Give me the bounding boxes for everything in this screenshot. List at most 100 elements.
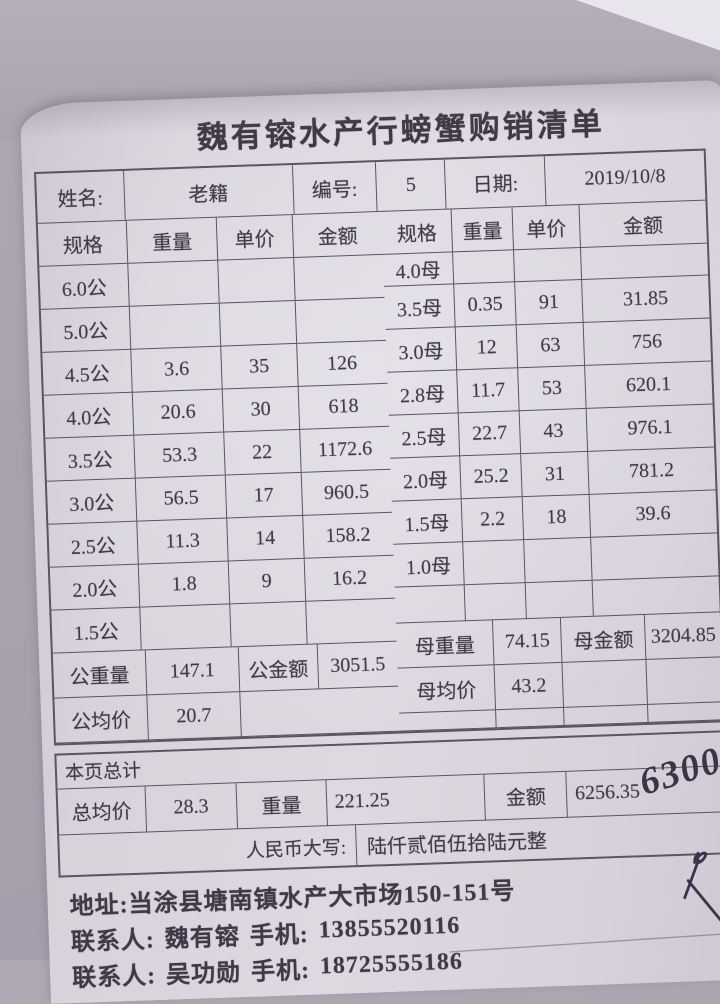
spec-cell: 1.5公 <box>51 607 143 654</box>
weight-cell: 22.7 <box>458 411 522 457</box>
empty-cell <box>526 580 594 620</box>
weight-cell: 1.8 <box>139 561 231 608</box>
female-avg-value: 43.2 <box>494 662 565 711</box>
male-avg-label: 公均价 <box>54 695 149 744</box>
empty-cell <box>562 659 649 708</box>
spec-cell: 4.5公 <box>42 349 134 396</box>
amount-cell <box>590 533 719 581</box>
contact-block: 地址:当涂县塘南镇水产大市场150-151号 联系人: 魏有镕 手机: 1385… <box>69 861 720 993</box>
spec-header: 规格 <box>37 220 129 267</box>
spec-header: 规格 <box>381 209 453 255</box>
spec-cell: 2.5母 <box>388 413 461 459</box>
price-cell <box>514 247 582 283</box>
price-cell: 91 <box>515 279 584 326</box>
spec-cell: 2.8母 <box>387 370 459 416</box>
price-cell: 35 <box>221 343 299 390</box>
empty-cell <box>496 707 565 729</box>
weight-cell: 56.5 <box>136 475 228 522</box>
amount-header: 金额 <box>292 211 384 258</box>
spec-cell: 3.5母 <box>384 284 456 330</box>
table-body: 规格 重量 单价 金额 6.0公 5.0公 4.5公 3.6 35 126 4.0公 20.6… <box>37 200 720 744</box>
amount-cell: 620.1 <box>584 361 713 409</box>
female-weight-label: 母重量 <box>395 620 495 669</box>
contact-label: 联系人: <box>70 926 156 956</box>
empty-cell <box>592 576 720 617</box>
weight-cell: 20.6 <box>133 389 225 436</box>
price-cell <box>218 257 296 304</box>
weight-cell <box>140 604 232 651</box>
weight-cell <box>452 250 516 285</box>
page-totals-table: 本页总计 总均价 28.3 重量 221.25 金额 6256.35 人民币大写… <box>54 730 720 878</box>
amount-cell: 16.2 <box>304 555 396 602</box>
empty-cell <box>394 585 466 624</box>
price-cell: 22 <box>224 429 302 476</box>
phone-label: 手机: <box>249 921 310 950</box>
male-table: 规格 重量 单价 金额 6.0公 5.0公 4.5公 3.6 35 126 4.0公 20.6… <box>37 211 400 744</box>
male-weight-label: 公重量 <box>52 650 148 699</box>
date-value: 2019/10/8 <box>544 150 706 207</box>
total-weight-value: 221.25 <box>325 774 487 827</box>
weight-cell <box>128 260 220 307</box>
male-weight-total: 147.1 <box>145 647 241 696</box>
phone-number: 18725555186 <box>319 948 464 980</box>
spec-cell: 3.5公 <box>45 435 137 482</box>
weight-cell: 2.2 <box>461 497 525 543</box>
total-avg-label: 总均价 <box>57 786 147 836</box>
name-value: 老籍 <box>123 164 295 221</box>
price-cell <box>524 537 593 584</box>
amount-cell: 1172.6 <box>299 426 391 473</box>
price-header: 单价 <box>513 205 581 251</box>
price-cell: 63 <box>517 322 585 369</box>
contact-name: 魏有镕 <box>164 923 241 953</box>
weight-header: 重量 <box>451 207 515 253</box>
amount-cell: 39.6 <box>589 490 717 538</box>
female-amount-total: 3204.85 <box>645 612 720 660</box>
weight-cell: 25.2 <box>460 454 524 500</box>
amount-cell <box>293 254 385 301</box>
amount-cell <box>580 243 708 280</box>
weight-cell: 3.6 <box>131 346 223 393</box>
male-avg-value: 20.7 <box>147 692 242 741</box>
amount-cell: 960.5 <box>301 469 393 516</box>
amount-cell: 756 <box>583 318 711 366</box>
total-amount-value: 6256.35 <box>566 766 720 818</box>
amount-cell: 126 <box>296 340 388 387</box>
weight-cell: 0.35 <box>454 282 518 328</box>
total-avg-value: 28.3 <box>145 783 239 833</box>
date-label: 日期: <box>445 156 547 210</box>
amount-cell: 781.2 <box>587 447 716 495</box>
male-amount-total: 3051.5 <box>317 641 399 690</box>
paper-sheet: 魏有镕水产行螃蟹购销清单 姓名: 老籍 编号: 5 日期: 2019/10/8 … <box>19 79 720 1004</box>
weight-header: 重量 <box>127 217 219 264</box>
price-header: 单价 <box>216 215 294 261</box>
empty-cell <box>399 710 497 732</box>
weight-cell <box>463 540 527 586</box>
main-table: 姓名: 老籍 编号: 5 日期: 2019/10/8 规格 重量 单价 金额 6… <box>34 148 720 746</box>
female-amount-label: 母金额 <box>561 614 647 663</box>
amount-cell: 31.85 <box>581 275 710 323</box>
spec-cell: 2.5公 <box>48 521 140 568</box>
spec-cell: 5.0公 <box>40 306 132 353</box>
empty-cell <box>648 702 720 723</box>
weight-cell: 53.3 <box>134 432 226 479</box>
weight-cell: 12 <box>455 325 519 371</box>
price-cell <box>219 300 297 347</box>
price-cell: 43 <box>520 408 588 455</box>
amount-cell <box>305 598 397 645</box>
price-cell: 14 <box>227 515 305 562</box>
amount-cell: 976.1 <box>586 404 714 452</box>
phone-number: 13855520116 <box>318 912 461 944</box>
spec-cell: 4.0公 <box>43 392 135 439</box>
price-cell: 30 <box>222 386 300 433</box>
spec-cell: 4.0母 <box>383 252 455 287</box>
empty-cell <box>564 704 650 726</box>
amount-cell <box>295 297 387 344</box>
weight-cell <box>130 303 222 350</box>
empty-cell <box>240 686 400 738</box>
contact-name: 吴功勋 <box>165 959 242 989</box>
price-cell: 17 <box>225 472 303 519</box>
total-weight-label: 重量 <box>236 780 328 830</box>
male-amount-label: 公金额 <box>238 644 320 693</box>
empty-cell <box>646 657 720 705</box>
price-cell: 31 <box>521 451 590 498</box>
